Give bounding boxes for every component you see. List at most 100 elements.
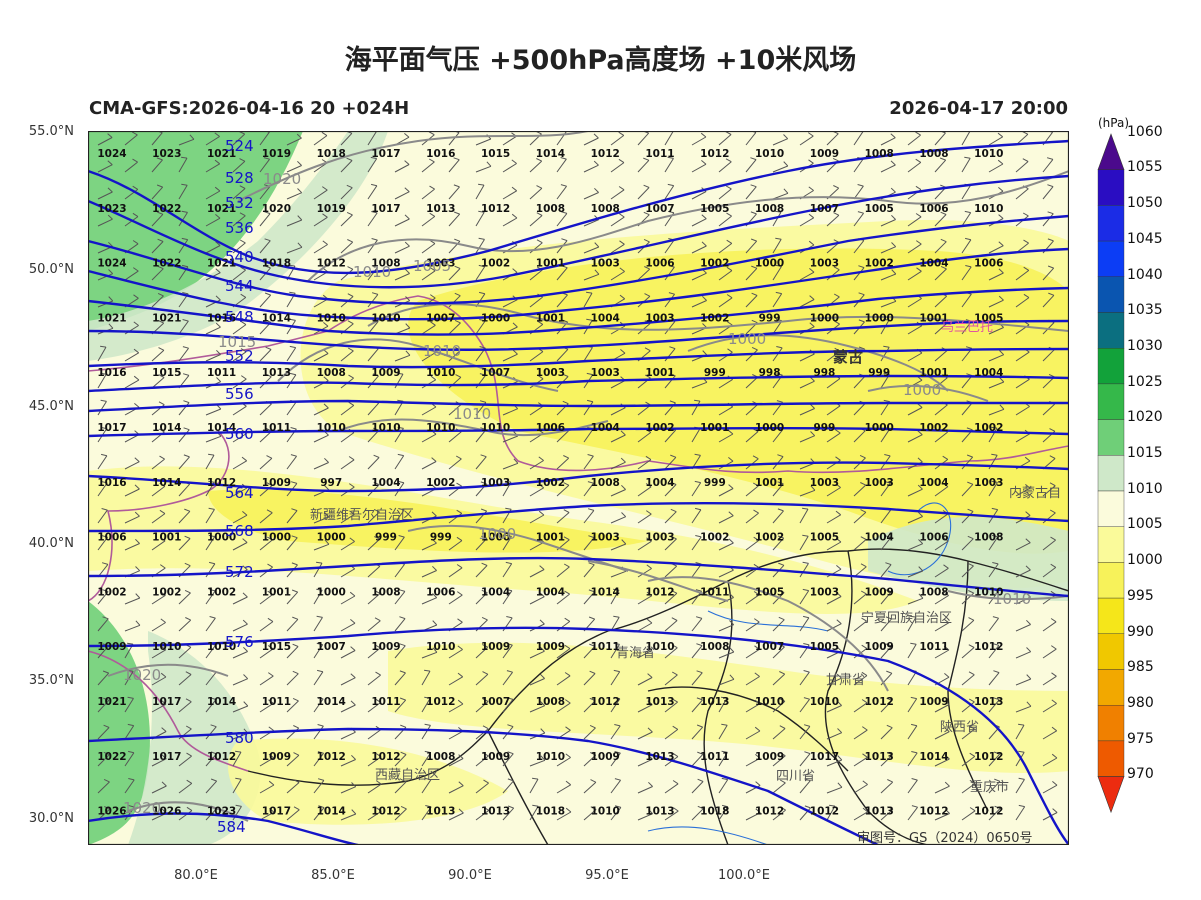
wind-barb bbox=[340, 619, 356, 632]
station-pressure: 1006 bbox=[919, 203, 948, 215]
wind-barb bbox=[313, 724, 324, 740]
station-pressure: 1007 bbox=[755, 641, 784, 653]
station-pressure: 1010 bbox=[974, 148, 1003, 160]
isobar bbox=[867, 384, 989, 402]
wind-barb bbox=[313, 697, 324, 713]
station-pressure: 1011 bbox=[919, 641, 948, 653]
wind-barb bbox=[1042, 563, 1057, 578]
wind-barb bbox=[772, 237, 782, 254]
station-pressure: 1017 bbox=[810, 751, 839, 763]
wind-barb bbox=[934, 781, 950, 794]
wind-barb bbox=[97, 670, 110, 686]
station-pressure: 1017 bbox=[371, 148, 400, 160]
wind-barb bbox=[772, 134, 789, 146]
wind-barb bbox=[799, 213, 815, 227]
wind-barb bbox=[394, 535, 405, 551]
label-layer: 524 528 532 536 540 544 548 552 556 560 564 568 572 5… bbox=[123, 137, 1061, 836]
station-pressure: 1024 bbox=[97, 148, 126, 160]
height-contour bbox=[88, 214, 1069, 305]
station-pressure: 1012 bbox=[207, 751, 236, 763]
wind-barb bbox=[961, 644, 975, 659]
wind-barb bbox=[340, 673, 356, 686]
wind-barb bbox=[97, 589, 109, 605]
station-pressure: 1013 bbox=[481, 806, 510, 818]
wind-barb bbox=[988, 805, 1001, 821]
wind-barb bbox=[124, 457, 140, 470]
wind-barb bbox=[556, 211, 568, 227]
isobar bbox=[687, 334, 949, 392]
wind-barb bbox=[97, 508, 108, 524]
wind-barb bbox=[961, 535, 974, 551]
station-pressure: 1009 bbox=[481, 641, 510, 653]
station-pressure: 1019 bbox=[262, 148, 291, 160]
colorbar-segment bbox=[1097, 240, 1125, 277]
wind-barb bbox=[691, 399, 701, 416]
wind-barb bbox=[610, 751, 621, 767]
station-pressure: 1003 bbox=[810, 586, 839, 598]
wind-barb bbox=[907, 131, 921, 146]
lat-label: 30.0°N bbox=[28, 811, 74, 826]
wind-barb bbox=[799, 534, 809, 551]
station-pressure: 999 bbox=[704, 367, 726, 379]
wind-barb bbox=[745, 672, 760, 686]
wind-barb bbox=[1042, 482, 1056, 497]
wind-barb bbox=[1015, 647, 1032, 659]
station-pressure: 1011 bbox=[371, 696, 400, 708]
wind-barb bbox=[745, 808, 761, 821]
wind-barb bbox=[529, 158, 543, 173]
wind-barb bbox=[205, 589, 216, 605]
wind-barb bbox=[961, 725, 975, 740]
wind-barb bbox=[691, 214, 707, 227]
station-pressure: 1006 bbox=[974, 258, 1003, 270]
wind-barb bbox=[178, 535, 191, 551]
wind-barb bbox=[340, 401, 355, 416]
colorbar-level-label: 1000 bbox=[1127, 552, 1163, 569]
wind-barb bbox=[718, 777, 729, 794]
wind-barb bbox=[556, 807, 572, 821]
wind-barb bbox=[610, 588, 620, 605]
wind-barb bbox=[475, 237, 485, 254]
wind-barb bbox=[583, 670, 596, 686]
wind-barb bbox=[259, 617, 274, 632]
wind-barb bbox=[826, 212, 840, 227]
place-name: 甘肃省 bbox=[826, 673, 865, 688]
wind-barb bbox=[907, 778, 918, 794]
wind-barb bbox=[232, 348, 247, 362]
wind-barb bbox=[556, 157, 567, 173]
wind-barb bbox=[610, 430, 626, 443]
wind-barb bbox=[745, 509, 759, 524]
wind-barb bbox=[718, 620, 735, 632]
wind-barb bbox=[934, 727, 950, 740]
wind-barb bbox=[718, 723, 728, 740]
wind-barb bbox=[529, 538, 545, 551]
station-pressure: 999 bbox=[868, 367, 890, 379]
wind-barb bbox=[880, 751, 893, 767]
wind-barb bbox=[232, 619, 248, 632]
station-pressure: 1003 bbox=[536, 367, 565, 379]
colorbar-level-label: 1035 bbox=[1127, 302, 1163, 319]
wind-barb bbox=[556, 563, 570, 578]
colorbar-level-label: 1030 bbox=[1127, 337, 1163, 354]
wind-barb bbox=[151, 754, 167, 767]
wind-barb bbox=[718, 294, 733, 308]
wind-barb bbox=[475, 454, 487, 470]
wind-barb bbox=[97, 399, 107, 416]
wind-barb bbox=[718, 484, 734, 497]
colorbar-segment bbox=[1097, 526, 1125, 563]
station-pressure: 1013 bbox=[645, 751, 674, 763]
wind-barb bbox=[907, 484, 923, 497]
wind-barb bbox=[421, 565, 437, 578]
wind-barb bbox=[799, 751, 811, 767]
height-label: 564 bbox=[225, 484, 254, 502]
station-pressure: 1005 bbox=[810, 532, 839, 544]
wind-barb bbox=[232, 212, 246, 227]
place-name: 乌兰巴托 bbox=[941, 319, 993, 335]
station-pressure: 1023 bbox=[97, 203, 126, 215]
wind-barb bbox=[610, 213, 625, 227]
station-pressure: 1008 bbox=[317, 367, 346, 379]
wind-barb bbox=[475, 183, 485, 200]
wind-barb bbox=[907, 696, 918, 713]
wind-barb bbox=[988, 534, 999, 551]
wind-barb bbox=[988, 404, 1005, 416]
wind-barb bbox=[259, 590, 274, 605]
